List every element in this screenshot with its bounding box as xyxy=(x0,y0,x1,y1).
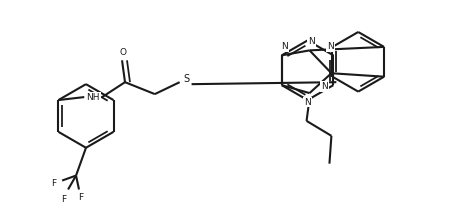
Text: N: N xyxy=(327,42,334,51)
Text: N: N xyxy=(308,37,315,46)
Text: N: N xyxy=(281,42,288,51)
Text: N: N xyxy=(321,82,328,91)
Text: F: F xyxy=(62,195,66,204)
Text: F: F xyxy=(78,193,84,202)
Text: F: F xyxy=(52,179,57,188)
Text: NH: NH xyxy=(86,93,100,102)
Text: N: N xyxy=(304,97,311,107)
Text: S: S xyxy=(183,74,190,84)
Text: O: O xyxy=(120,48,126,57)
